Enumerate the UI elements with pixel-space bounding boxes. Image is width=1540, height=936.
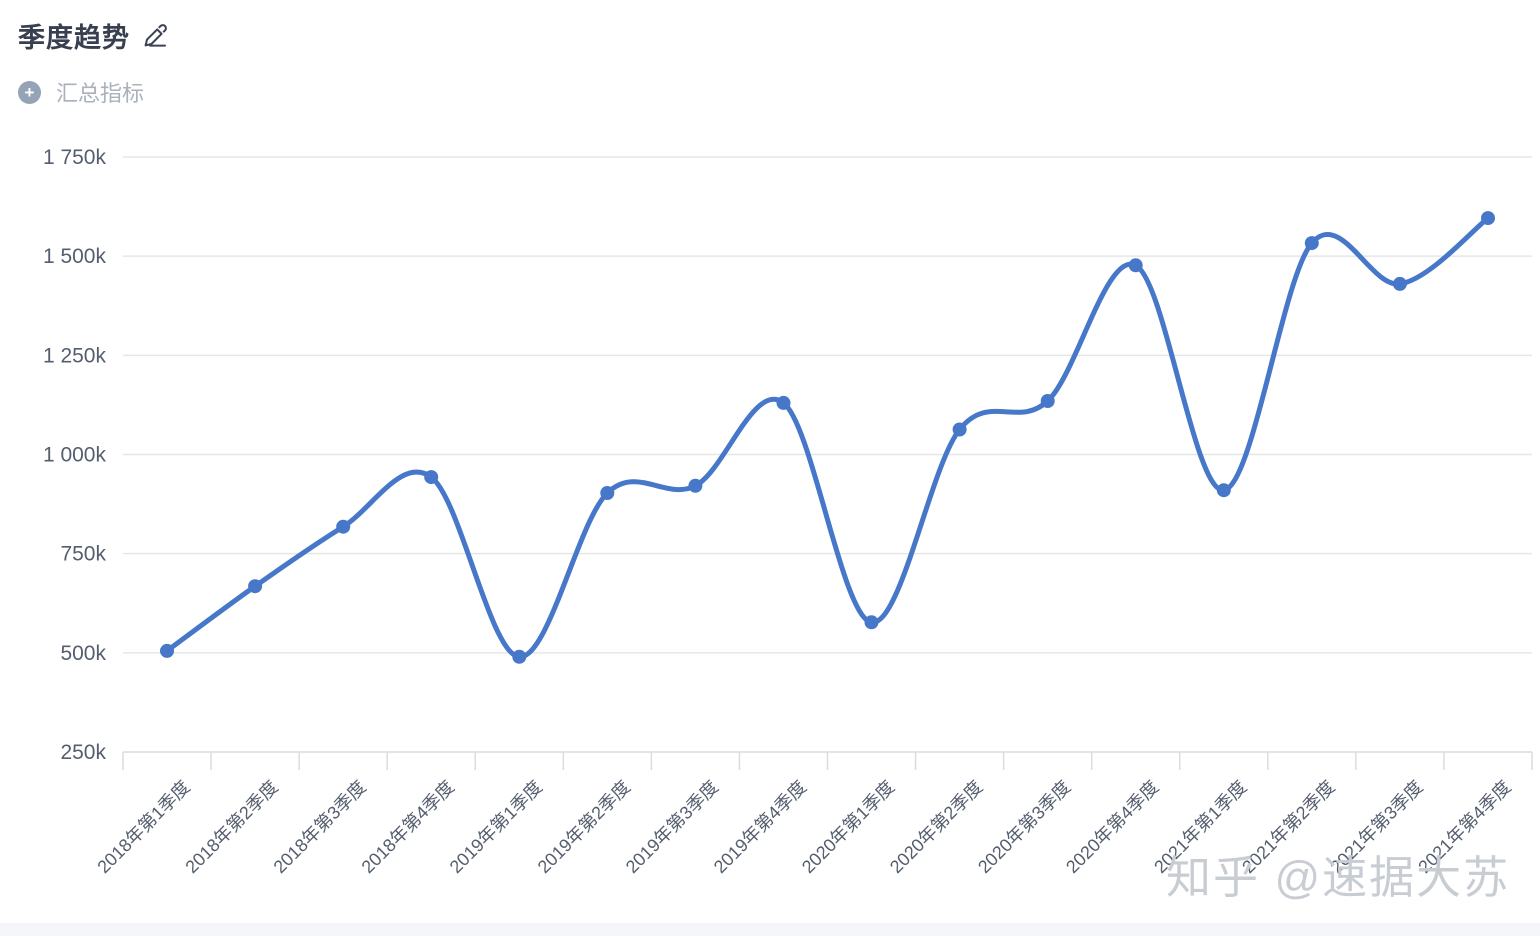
data-point[interactable]	[1392, 276, 1407, 291]
page-title: 季度趋势	[18, 23, 130, 53]
pencil-icon	[142, 23, 168, 54]
y-axis-tick-label: 750k	[60, 543, 106, 566]
x-axis-tick-label: 2021年第3季度	[1326, 777, 1426, 877]
data-point[interactable]	[688, 478, 703, 493]
plus-circle-icon: +	[18, 80, 41, 104]
x-axis-tick-label: 2020年第3季度	[974, 777, 1074, 877]
data-point[interactable]	[1128, 258, 1143, 273]
edit-title-button[interactable]	[142, 23, 168, 54]
data-point[interactable]	[1040, 394, 1055, 408]
data-point[interactable]	[248, 579, 263, 594]
data-point[interactable]	[776, 395, 791, 410]
x-axis-tick-label: 2019年第2季度	[534, 777, 634, 877]
x-axis-tick-label: 2018年第1季度	[93, 777, 193, 877]
data-point[interactable]	[864, 615, 879, 630]
x-axis-tick-label: 2018年第3季度	[270, 777, 370, 877]
x-axis-tick-label: 2019年第4季度	[710, 777, 810, 877]
x-axis-tick-label: 2019年第3季度	[622, 777, 722, 877]
x-axis-tick-label: 2020年第1季度	[798, 777, 898, 877]
data-point[interactable]	[952, 422, 967, 437]
data-point[interactable]	[1304, 236, 1319, 251]
x-axis-tick-label: 2020年第4季度	[1062, 777, 1162, 877]
data-point[interactable]	[424, 470, 439, 485]
summary-metric-label: 汇总指标	[56, 81, 145, 106]
x-axis-tick-label: 2018年第4季度	[358, 777, 458, 877]
y-axis-tick-label: 1 750k	[43, 146, 107, 169]
data-point[interactable]	[512, 649, 527, 664]
y-axis-tick-label: 1 500k	[43, 245, 107, 268]
data-point[interactable]	[336, 519, 351, 534]
y-axis-tick-label: 250k	[60, 741, 106, 764]
x-axis-tick-label: 2020年第2季度	[886, 777, 986, 877]
y-axis-tick-label: 1 000k	[43, 444, 107, 467]
y-axis-tick-label: 500k	[60, 642, 106, 665]
x-axis-tick-label: 2021年第2季度	[1238, 777, 1338, 877]
x-axis-tick-label: 2021年第1季度	[1150, 777, 1250, 877]
x-axis-tick-label: 2018年第2季度	[181, 777, 281, 877]
x-axis-tick-label: 2019年第1季度	[446, 777, 546, 877]
bottom-strip	[0, 923, 1540, 936]
add-summary-metric-button[interactable]: + 汇总指标	[18, 76, 144, 108]
data-point[interactable]	[160, 643, 174, 658]
chart-header: 季度趋势	[18, 23, 168, 54]
y-axis-tick-label: 1 250k	[43, 344, 107, 367]
data-point[interactable]	[1481, 211, 1495, 226]
data-point[interactable]	[1216, 483, 1231, 498]
data-point[interactable]	[600, 486, 615, 500]
x-axis-tick-label: 2021年第4季度	[1414, 777, 1514, 877]
trend-line	[164, 215, 1491, 660]
